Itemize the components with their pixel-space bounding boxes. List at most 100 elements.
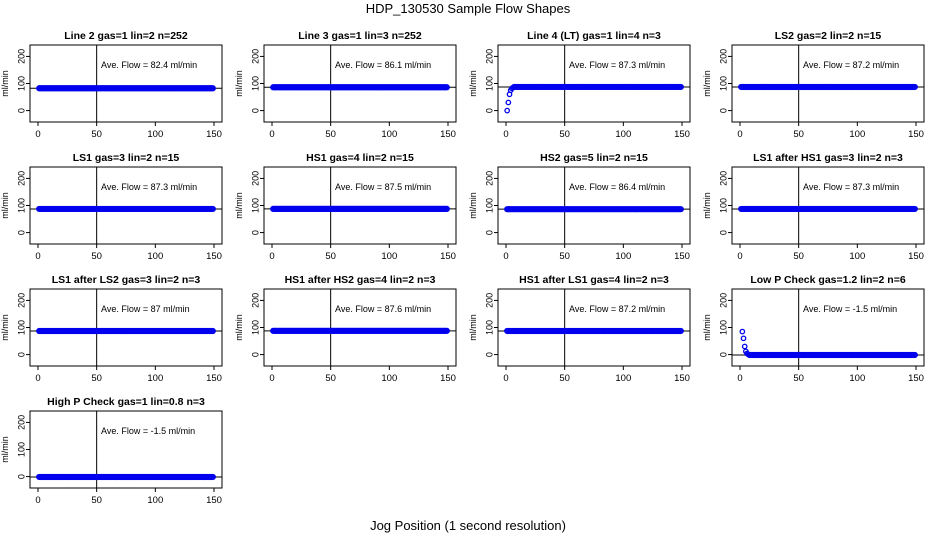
y-tick-label: 100 (250, 198, 260, 213)
y-tick-label: 0 (250, 352, 260, 357)
x-tick-label: 0 (503, 129, 508, 140)
panel-title: HS1 after HS2 gas=4 lin=2 n=3 (285, 274, 436, 286)
data-points (36, 473, 216, 481)
x-tick-label: 100 (849, 373, 865, 384)
y-tick-label: 100 (718, 76, 728, 91)
data-point (677, 83, 684, 91)
x-tick-label: 150 (908, 373, 924, 384)
y-tick-label: 0 (718, 352, 728, 357)
panel-title: High P Check gas=1 lin=0.8 n=3 (47, 396, 205, 408)
x-tick-label: 50 (325, 251, 336, 262)
average-flow-annotation: Ave. Flow = 87 ml/min (101, 304, 190, 314)
plot-frame (731, 166, 925, 245)
plot-frame (29, 166, 223, 245)
panel-title: Line 2 gas=1 lin=2 n=252 (64, 30, 188, 42)
x-tick-label: 100 (615, 373, 631, 384)
data-points (738, 83, 918, 91)
y-tick-label: 100 (16, 320, 26, 335)
y-tick-label: 0 (484, 108, 494, 113)
x-tick-label: 0 (269, 373, 274, 384)
x-tick-label: 50 (559, 251, 570, 262)
data-points (36, 327, 216, 335)
average-flow-annotation: Ave. Flow = 87.3 ml/min (803, 182, 899, 192)
panel-2: Line 3 gas=1 lin=3 n=252 ml/min 0 100 200 0 50… (234, 30, 457, 140)
y-tick-label: 200 (718, 293, 728, 308)
y-tick-label: 200 (250, 49, 260, 64)
y-tick-label: 200 (250, 171, 260, 186)
figure-title: HDP_130530 Sample Flow Shapes (365, 1, 571, 16)
y-tick-label: 200 (718, 171, 728, 186)
y-tick-label: 0 (484, 352, 494, 357)
panel-8: LS1 after HS1 gas=3 lin=2 n=3 ml/min 0 100 2… (702, 152, 925, 262)
panel-title: HS1 after LS1 gas=4 lin=2 n=3 (519, 274, 669, 286)
y-tick-label: 100 (250, 320, 260, 335)
y-tick-label: 100 (484, 198, 494, 213)
x-tick-label: 50 (559, 129, 570, 140)
panel-title: LS1 after LS2 gas=3 lin=2 n=3 (52, 274, 201, 286)
average-flow-annotation: Ave. Flow = 86.1 ml/min (335, 60, 431, 70)
x-tick-label: 100 (147, 373, 163, 384)
y-tick-label: 200 (484, 49, 494, 64)
x-tick-label: 0 (35, 129, 40, 140)
y-tick-label: 200 (484, 293, 494, 308)
y-tick-label: 200 (16, 49, 26, 64)
x-tick-label: 50 (793, 129, 804, 140)
average-flow-annotation: Ave. Flow = -1.5 ml/min (803, 304, 897, 314)
average-flow-annotation: Ave. Flow = 86.4 ml/min (569, 182, 665, 192)
x-axis-title: Jog Position (1 second resolution) (370, 518, 566, 533)
data-point (209, 205, 216, 213)
panel-4: LS2 gas=2 lin=2 n=15 ml/min 0 100 200 0 50 100 1… (702, 30, 925, 140)
data-points (504, 206, 684, 213)
y-tick-label: 100 (484, 76, 494, 91)
average-flow-annotation: Ave. Flow = 87.2 ml/min (569, 304, 665, 314)
y-axis-label: ml/min (0, 314, 10, 341)
panel-12: Low P Check gas=1.2 lin=2 n=6 ml/min 0 100 2… (702, 274, 925, 384)
x-tick-label: 0 (269, 251, 274, 262)
y-tick-label: 0 (484, 230, 494, 235)
y-axis-label: ml/min (234, 314, 244, 341)
x-tick-label: 100 (381, 251, 397, 262)
y-tick-label: 100 (16, 442, 26, 457)
x-tick-label: 0 (737, 251, 742, 262)
data-point (740, 335, 747, 342)
data-points (270, 205, 450, 212)
y-tick-label: 200 (484, 171, 494, 186)
average-flow-annotation: Ave. Flow = 87.2 ml/min (803, 60, 899, 70)
y-axis-label: ml/min (702, 192, 712, 219)
data-point (911, 351, 918, 359)
x-tick-label: 50 (559, 373, 570, 384)
x-tick-label: 0 (35, 495, 40, 506)
x-tick-label: 50 (91, 495, 102, 506)
y-axis-label: ml/min (468, 192, 478, 219)
y-tick-label: 100 (718, 198, 728, 213)
x-tick-label: 100 (849, 251, 865, 262)
panel-10: HS1 after HS2 gas=4 lin=2 n=3 ml/min 0 100 2… (234, 274, 457, 384)
x-tick-label: 150 (908, 129, 924, 140)
x-tick-label: 100 (147, 495, 163, 506)
average-flow-annotation: Ave. Flow = 87.5 ml/min (335, 182, 431, 192)
data-point (443, 205, 450, 212)
data-points (36, 205, 216, 213)
panel-title: HS1 gas=4 lin=2 n=15 (306, 152, 414, 164)
x-tick-label: 150 (206, 373, 222, 384)
x-tick-label: 150 (206, 129, 222, 140)
x-tick-label: 150 (206, 251, 222, 262)
y-tick-label: 100 (484, 320, 494, 335)
x-tick-label: 0 (35, 373, 40, 384)
x-tick-label: 50 (325, 373, 336, 384)
x-tick-label: 100 (615, 251, 631, 262)
y-tick-label: 0 (16, 230, 26, 235)
average-flow-annotation: Ave. Flow = 87.3 ml/min (569, 60, 665, 70)
panel-5: LS1 gas=3 lin=2 n=15 ml/min 0 100 200 0 50 100 1… (0, 152, 223, 262)
y-tick-label: 200 (250, 293, 260, 308)
x-tick-label: 150 (674, 251, 690, 262)
y-tick-label: 0 (16, 108, 26, 113)
data-point (209, 85, 216, 92)
panel-title: LS2 gas=2 lin=2 n=15 (775, 30, 882, 42)
plot-frame (497, 166, 691, 245)
x-tick-label: 50 (793, 373, 804, 384)
x-tick-label: 100 (615, 129, 631, 140)
y-tick-label: 100 (250, 76, 260, 91)
y-axis-label: ml/min (0, 436, 10, 463)
y-tick-label: 0 (250, 230, 260, 235)
